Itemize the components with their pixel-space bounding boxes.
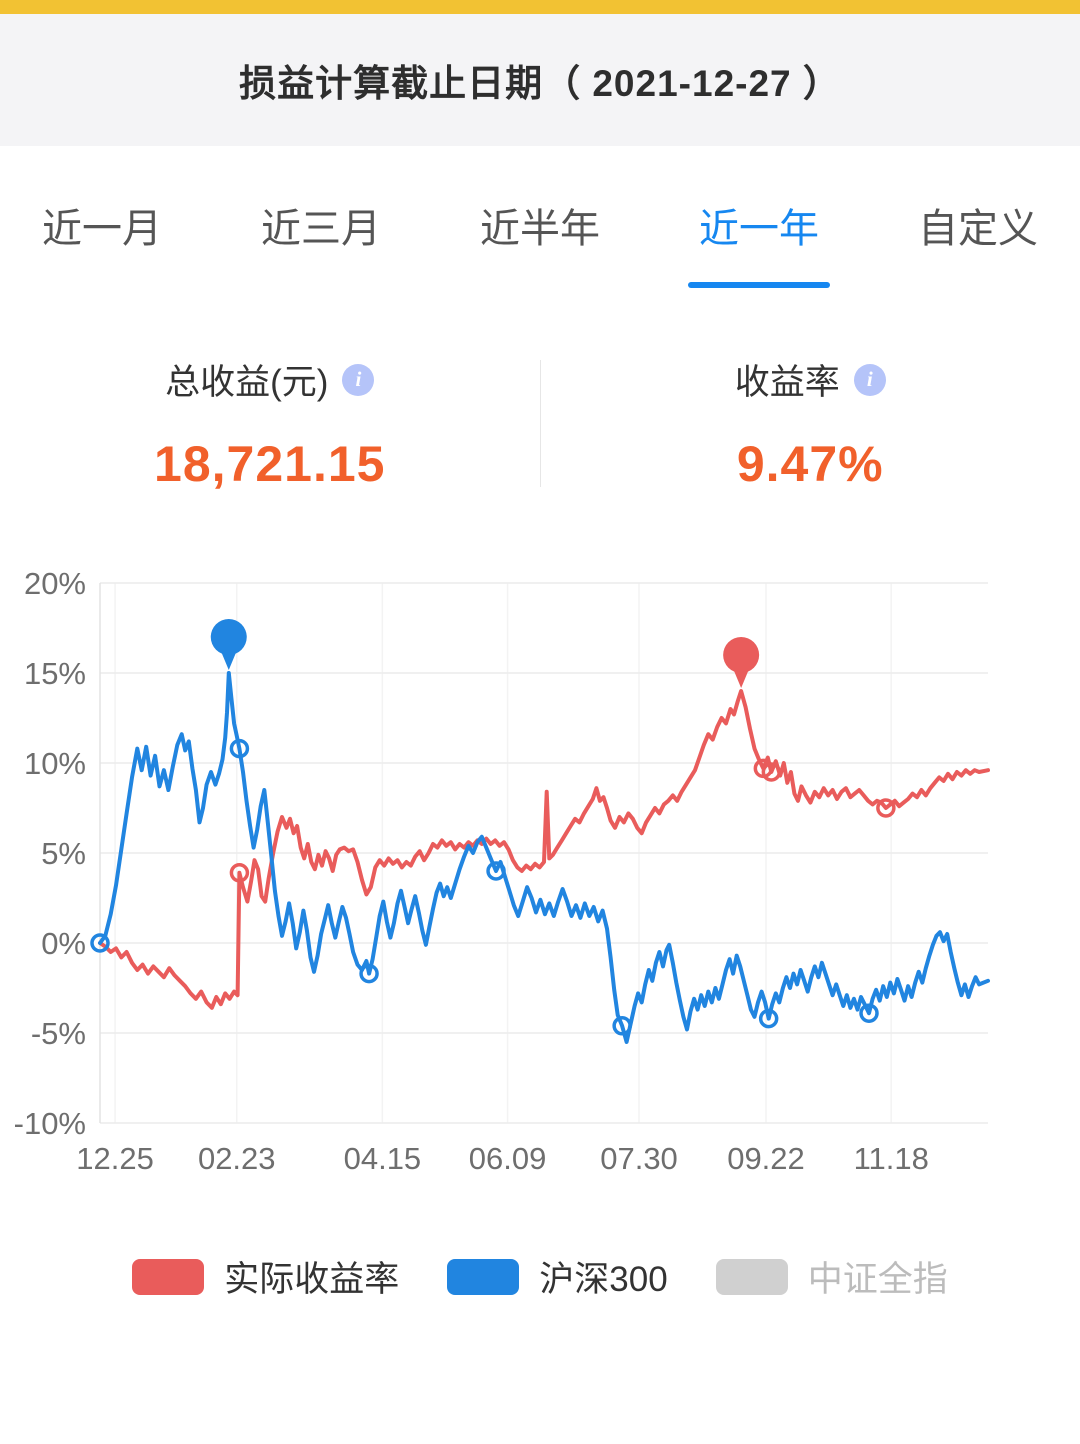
x-axis-label: 07.30: [600, 1141, 678, 1176]
y-axis-label: 10%: [24, 746, 86, 781]
performance-chart[interactable]: 20% 15% 10% 5% 0% -5% -10% 12.25 02.23 04.15 06.09…: [0, 551, 1080, 1199]
chart-legend: 实际收益率 沪深300 中证全指: [0, 1251, 1080, 1302]
x-axis-label: 02.23: [198, 1141, 276, 1176]
ring-marker: [359, 963, 379, 984]
tab-5[interactable]: 自定义: [918, 207, 1038, 251]
legend-label: 实际收益率: [224, 1260, 400, 1299]
return-rate-label: 收益率: [734, 363, 840, 402]
return-rate-value: 9.47%: [736, 436, 884, 492]
ring-marker: [486, 861, 506, 881]
ring-marker: [229, 738, 250, 759]
tab-3[interactable]: 近半年: [480, 207, 600, 251]
top-banner: [0, 0, 1080, 14]
ring-marker: [859, 1003, 879, 1023]
x-axis-label: 09.22: [727, 1141, 805, 1176]
legend-item-3[interactable]: 中证全指: [715, 1251, 948, 1302]
y-axis-label: -10%: [14, 1106, 86, 1141]
header: 损益计算截止日期（ 2021-12-27 ）: [0, 14, 1080, 146]
legend-label: 沪深300: [539, 1260, 668, 1299]
ring-marker: [90, 933, 110, 953]
y-axis-label: 5%: [41, 836, 86, 871]
legend-item-1[interactable]: 实际收益率: [132, 1251, 399, 1302]
tab-2[interactable]: 近三月: [261, 207, 381, 251]
pin-marker: [210, 619, 247, 655]
y-axis-label: 20%: [24, 566, 86, 601]
y-axis-label: 0%: [41, 926, 86, 961]
x-axis-label: 06.09: [469, 1141, 547, 1176]
page-title: 损益计算截止日期（ 2021-12-27 ）: [239, 63, 841, 104]
pin-marker: [723, 637, 760, 673]
series-line-1: [98, 689, 990, 1010]
active-tab-underline: [688, 282, 830, 288]
x-axis-label: 12.25: [76, 1141, 154, 1176]
chart-canvas[interactable]: 20% 15% 10% 5% 0% -5% -10%12.25 02.23 04.15 06.09…: [0, 551, 1080, 1199]
ring-marker: [876, 798, 896, 818]
legend-item-2[interactable]: 沪深300: [447, 1251, 668, 1302]
stats-divider: [539, 360, 541, 487]
period-tabs: 近一月 近三月 近半年 近一年 自定义: [0, 146, 1080, 288]
ring-marker: [761, 762, 782, 782]
total-profit-value: 18,721.15: [154, 436, 386, 492]
legend-swatch: [715, 1258, 788, 1295]
ring-marker: [612, 1016, 632, 1036]
legend-swatch: [132, 1258, 205, 1295]
info-icon[interactable]: i: [853, 363, 886, 396]
x-axis-label: 11.18: [854, 1141, 929, 1176]
return-rate-stat: 收益率 i 9.47%: [541, 354, 1080, 493]
x-axis-label: 04.15: [344, 1141, 422, 1176]
total-profit-label: 总收益(元): [165, 363, 329, 402]
tab-1[interactable]: 近一月: [42, 207, 162, 251]
legend-swatch: [447, 1258, 520, 1295]
y-axis-label: -5%: [31, 1016, 86, 1051]
series-line-2: [98, 671, 990, 1044]
y-axis-label: 15%: [24, 656, 86, 691]
stats-section: 总收益(元) i 18,721.15 收益率 i 9.47%: [0, 354, 1080, 493]
tab-4[interactable]: 近一年: [688, 196, 830, 288]
total-profit-stat: 总收益(元) i 18,721.15: [0, 354, 540, 493]
ring-marker: [229, 863, 250, 883]
legend-label: 中证全指: [807, 1260, 948, 1299]
ring-marker: [758, 1008, 779, 1029]
info-icon[interactable]: i: [342, 363, 375, 396]
